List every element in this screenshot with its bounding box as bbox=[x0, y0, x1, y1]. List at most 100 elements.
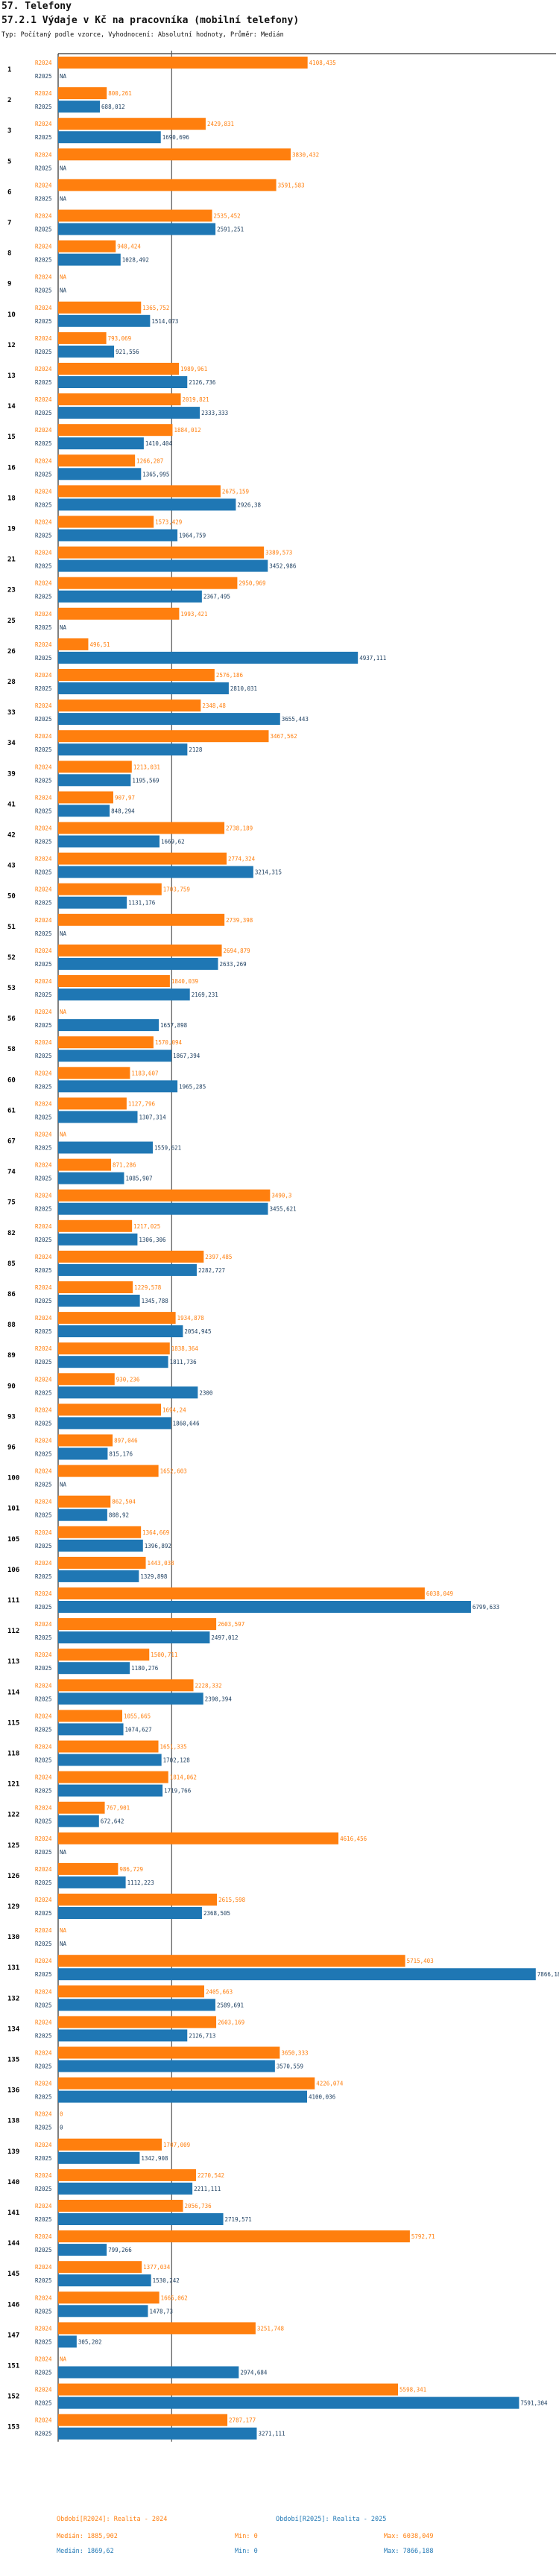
series-label: R2025 bbox=[35, 900, 52, 907]
bar-r2025 bbox=[58, 1631, 210, 1644]
value-label: 1180,276 bbox=[131, 1665, 159, 1672]
value-label: 3655,443 bbox=[282, 716, 309, 723]
bar-r2025 bbox=[58, 590, 202, 603]
value-label: 4226,074 bbox=[316, 2081, 344, 2087]
bar-r2025 bbox=[58, 1080, 178, 1093]
bar-r2024 bbox=[58, 852, 227, 865]
value-label: NA bbox=[60, 1927, 67, 1934]
bar-r2024 bbox=[58, 515, 154, 528]
bar-r2024 bbox=[58, 1189, 271, 1202]
value-label: 3591,583 bbox=[278, 182, 305, 188]
group-label: 136 bbox=[7, 2087, 19, 2095]
value-label: 1055,665 bbox=[124, 1713, 151, 1719]
series-label: R2024 bbox=[35, 1406, 52, 1413]
value-label: 1514,073 bbox=[151, 318, 178, 325]
bar-r2025 bbox=[58, 345, 115, 358]
bar-r2025 bbox=[58, 1876, 126, 1888]
series-label: R2025 bbox=[35, 808, 52, 814]
series-label: R2025 bbox=[35, 1145, 52, 1152]
series-label: R2025 bbox=[35, 379, 52, 386]
bar-r2024 bbox=[58, 607, 180, 620]
series-label: R2025 bbox=[35, 1451, 52, 1458]
series-label: R2024 bbox=[35, 1590, 52, 1597]
bar-r2025 bbox=[58, 651, 359, 664]
series-label: R2025 bbox=[35, 2002, 52, 2008]
bar-r2025 bbox=[58, 2305, 148, 2318]
bar-r2025 bbox=[58, 437, 144, 450]
series-label: R2025 bbox=[35, 1849, 52, 1856]
value-label: 871,286 bbox=[113, 1162, 136, 1169]
value-label: 1530,242 bbox=[153, 2277, 180, 2284]
bar-r2025 bbox=[58, 1601, 471, 1613]
series-label: R2024 bbox=[35, 274, 52, 281]
bar-r2025 bbox=[58, 774, 131, 787]
series-label: R2025 bbox=[35, 1298, 52, 1304]
series-label: R2025 bbox=[35, 716, 52, 723]
bar-r2024 bbox=[58, 1281, 133, 1293]
series-label: R2025 bbox=[35, 73, 52, 80]
series-label: R2024 bbox=[35, 2233, 52, 2240]
bar-r2024 bbox=[58, 761, 132, 773]
series-label: R2024 bbox=[35, 1958, 52, 1964]
bar-r2025 bbox=[58, 1907, 202, 1919]
group-label: 93 bbox=[7, 1413, 16, 1421]
bar-r2024 bbox=[58, 1649, 150, 1661]
bar-r2024 bbox=[58, 944, 222, 957]
value-label: 2675,159 bbox=[222, 488, 249, 495]
series-label: R2025 bbox=[35, 1543, 52, 1549]
value-label: 0 bbox=[60, 2111, 63, 2118]
bar-r2025 bbox=[58, 2335, 77, 2348]
chart-title: 57.2.1 Výdaje v Kč na pracovníka (mobiln… bbox=[1, 15, 300, 26]
legend-2025-median: Medián: 1869,62 bbox=[57, 2548, 114, 2555]
series-label: R2025 bbox=[35, 1389, 52, 1396]
group-label: 129 bbox=[7, 1903, 19, 1911]
series-label: R2025 bbox=[35, 1971, 52, 1978]
value-label: 1195,569 bbox=[132, 777, 159, 784]
bar-r2024 bbox=[58, 546, 265, 559]
series-label: R2024 bbox=[35, 1652, 52, 1658]
bar-r2025 bbox=[58, 559, 268, 572]
series-label: R2024 bbox=[35, 580, 52, 587]
group-label: 115 bbox=[7, 1719, 19, 1727]
series-label: R2025 bbox=[35, 2155, 52, 2162]
value-label: 2228,332 bbox=[195, 1682, 222, 1689]
series-label: R2025 bbox=[35, 318, 52, 325]
value-label: NA bbox=[60, 624, 67, 631]
series-label: R2024 bbox=[35, 1193, 52, 1199]
series-label: R2025 bbox=[35, 2247, 52, 2253]
series-label: R2024 bbox=[35, 457, 52, 464]
bar-r2024 bbox=[58, 1740, 159, 1753]
value-label: 1266,207 bbox=[136, 457, 163, 464]
value-label: NA bbox=[60, 1482, 67, 1488]
group-label: 50 bbox=[7, 893, 16, 901]
bar-r2024 bbox=[58, 485, 221, 498]
value-label: 2603,169 bbox=[218, 2019, 244, 2025]
value-label: 6038,049 bbox=[426, 1590, 453, 1597]
series-label: R2025 bbox=[35, 1757, 52, 1764]
series-label: R2025 bbox=[35, 1818, 52, 1825]
value-label: 1867,394 bbox=[173, 1053, 200, 1059]
group-label: 19 bbox=[7, 526, 16, 533]
value-label: 3830,432 bbox=[292, 151, 319, 158]
bar-r2025 bbox=[58, 805, 110, 817]
series-label: R2025 bbox=[35, 655, 52, 662]
bar-r2024 bbox=[58, 209, 212, 222]
series-label: R2024 bbox=[35, 856, 52, 863]
series-label: R2024 bbox=[35, 948, 52, 954]
series-label: R2025 bbox=[35, 1788, 52, 1795]
series-label: R2025 bbox=[35, 1604, 52, 1611]
bar-r2025 bbox=[58, 1968, 536, 1981]
bar-r2025 bbox=[58, 1295, 140, 1307]
group-label: 75 bbox=[7, 1199, 16, 1207]
series-label: R2024 bbox=[35, 1988, 52, 1995]
value-label: 986,729 bbox=[119, 1866, 143, 1873]
series-label: R2025 bbox=[35, 2063, 52, 2070]
value-label: NA bbox=[60, 195, 67, 202]
series-label: R2025 bbox=[35, 1083, 52, 1090]
group-label: 130 bbox=[7, 1934, 19, 1941]
legend-2024-max: Max: 6038,049 bbox=[384, 2533, 434, 2540]
bar-r2024 bbox=[58, 87, 107, 100]
series-label: R2024 bbox=[35, 2081, 52, 2087]
value-label: 815,176 bbox=[109, 1451, 133, 1458]
